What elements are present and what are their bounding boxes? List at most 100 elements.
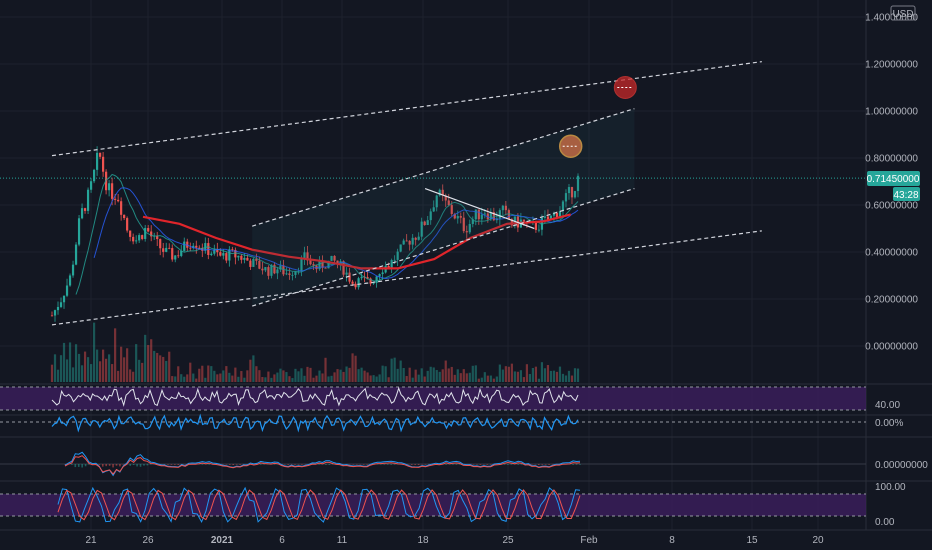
candle-body	[510, 219, 513, 226]
candle-body	[330, 255, 333, 261]
volume-bar	[225, 366, 228, 382]
volume-bar	[411, 377, 414, 382]
candle-body	[321, 260, 324, 268]
volume-bar	[147, 345, 150, 382]
macd-hist-bar	[84, 464, 87, 467]
candle-body	[74, 244, 78, 265]
volume-bar	[336, 369, 339, 382]
volume-bar	[489, 375, 492, 382]
macd-hist-bar	[572, 464, 574, 465]
macd-hist-bar	[417, 464, 420, 465]
volume-bar	[210, 366, 213, 382]
time-axis[interactable]: 21 26 2021 6 11 18 25 Feb 8 15 20	[85, 535, 824, 546]
macd-hist-bar	[177, 464, 180, 465]
candle-body	[261, 268, 264, 271]
volume-bar	[135, 344, 138, 382]
volume-bar	[327, 376, 330, 382]
macd-hist-bar	[352, 464, 355, 465]
candle-body	[474, 209, 477, 220]
volume-bar	[318, 370, 321, 382]
stoch-k-line	[57, 486, 581, 524]
volume-bar	[525, 364, 529, 382]
volume-bar	[576, 368, 580, 382]
macd-hist-bar	[77, 464, 80, 467]
candle-body	[498, 210, 501, 219]
candle-body	[86, 189, 90, 211]
volume-bar	[534, 366, 538, 382]
volume-bar	[168, 351, 171, 382]
stoch-bottom-label: 0.00	[875, 517, 895, 528]
candle-body	[189, 247, 192, 249]
macd-hist-bar	[531, 464, 533, 465]
macd-hist-bar	[139, 464, 142, 467]
candle-body	[108, 183, 111, 191]
macd-hist-bar	[174, 464, 176, 465]
volume-bar	[501, 369, 504, 382]
candle-body	[462, 217, 465, 232]
candle-body	[372, 282, 375, 284]
candle-body	[150, 231, 153, 237]
volume-bar	[144, 334, 147, 382]
volume-bar	[513, 371, 516, 382]
volume-bar	[150, 339, 153, 382]
candle-body	[543, 216, 547, 218]
candle-body	[273, 264, 276, 274]
trend-line	[424, 187, 535, 230]
x-tick-label: 18	[417, 535, 429, 546]
candle-body	[408, 240, 411, 245]
candle-body	[366, 277, 369, 279]
currency-box[interactable]	[890, 5, 916, 21]
macd-hist-bar	[132, 464, 135, 465]
volume-bar	[381, 365, 384, 382]
candle-body	[68, 275, 72, 286]
volume-bar	[120, 346, 123, 382]
price-axis[interactable]: 1.40000000 1.20000000 1.00000000 0.80000000…	[865, 13, 918, 353]
x-tick-label: 6	[279, 535, 285, 546]
volume-bar	[423, 376, 426, 382]
volume-bar	[126, 348, 129, 382]
volume-bar	[390, 358, 393, 382]
macd-hist-bar	[232, 464, 235, 466]
volume-bar	[408, 367, 411, 382]
macd-hist-bar	[489, 464, 492, 465]
currency-label[interactable]: USD	[892, 9, 913, 20]
volume-bar	[507, 366, 510, 382]
macd-hist-bar	[297, 464, 300, 465]
volume-bar	[83, 351, 87, 382]
volume-bar	[354, 355, 357, 382]
candle-body	[258, 260, 261, 269]
y-tick-label: 0.60000000	[865, 201, 918, 212]
macd-hist-bar	[259, 464, 262, 465]
macd-hist-bar	[452, 464, 454, 465]
volume-bar	[108, 354, 111, 382]
volume-bar	[399, 360, 402, 382]
candle-body	[83, 208, 87, 211]
candle-body	[465, 231, 468, 233]
macd-line	[64, 451, 581, 477]
volume-bar	[573, 368, 577, 382]
candle-body	[147, 228, 150, 232]
candle-body	[342, 261, 345, 275]
candle-body	[576, 175, 580, 192]
candle-body	[120, 201, 123, 215]
macd-hist-bar	[208, 464, 210, 465]
macd-hist-bar	[520, 464, 523, 465]
candle-body	[65, 285, 69, 296]
candle-body	[501, 205, 504, 211]
macd-hist-bar	[510, 464, 513, 465]
macd-hist-bar	[225, 464, 228, 465]
volume-bar	[486, 375, 489, 382]
candle-body	[438, 189, 441, 196]
volume-bar	[65, 359, 69, 382]
macd-hist-bar	[235, 464, 238, 465]
candle-body	[573, 191, 577, 198]
macd-hist-bar	[146, 464, 149, 466]
volume-bar	[183, 376, 186, 382]
macd-hist-bar	[383, 464, 386, 465]
candle-body	[246, 257, 249, 261]
candle-body	[570, 187, 574, 198]
volume-bar	[117, 370, 120, 382]
candle-body	[483, 213, 486, 215]
macd-hist-bar	[115, 464, 118, 466]
